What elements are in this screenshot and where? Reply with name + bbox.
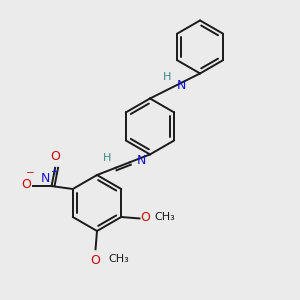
- Text: H: H: [103, 152, 112, 163]
- Text: −: −: [26, 168, 34, 178]
- Text: +: +: [50, 167, 59, 177]
- Text: O: O: [90, 254, 100, 267]
- Text: O: O: [50, 150, 60, 164]
- Text: CH₃: CH₃: [108, 254, 129, 264]
- Text: N: N: [176, 80, 186, 92]
- Text: CH₃: CH₃: [154, 212, 175, 222]
- Text: O: O: [21, 178, 31, 191]
- Text: H: H: [163, 72, 171, 82]
- Text: N: N: [41, 172, 50, 184]
- Text: N: N: [137, 154, 147, 167]
- Text: O: O: [141, 211, 151, 224]
